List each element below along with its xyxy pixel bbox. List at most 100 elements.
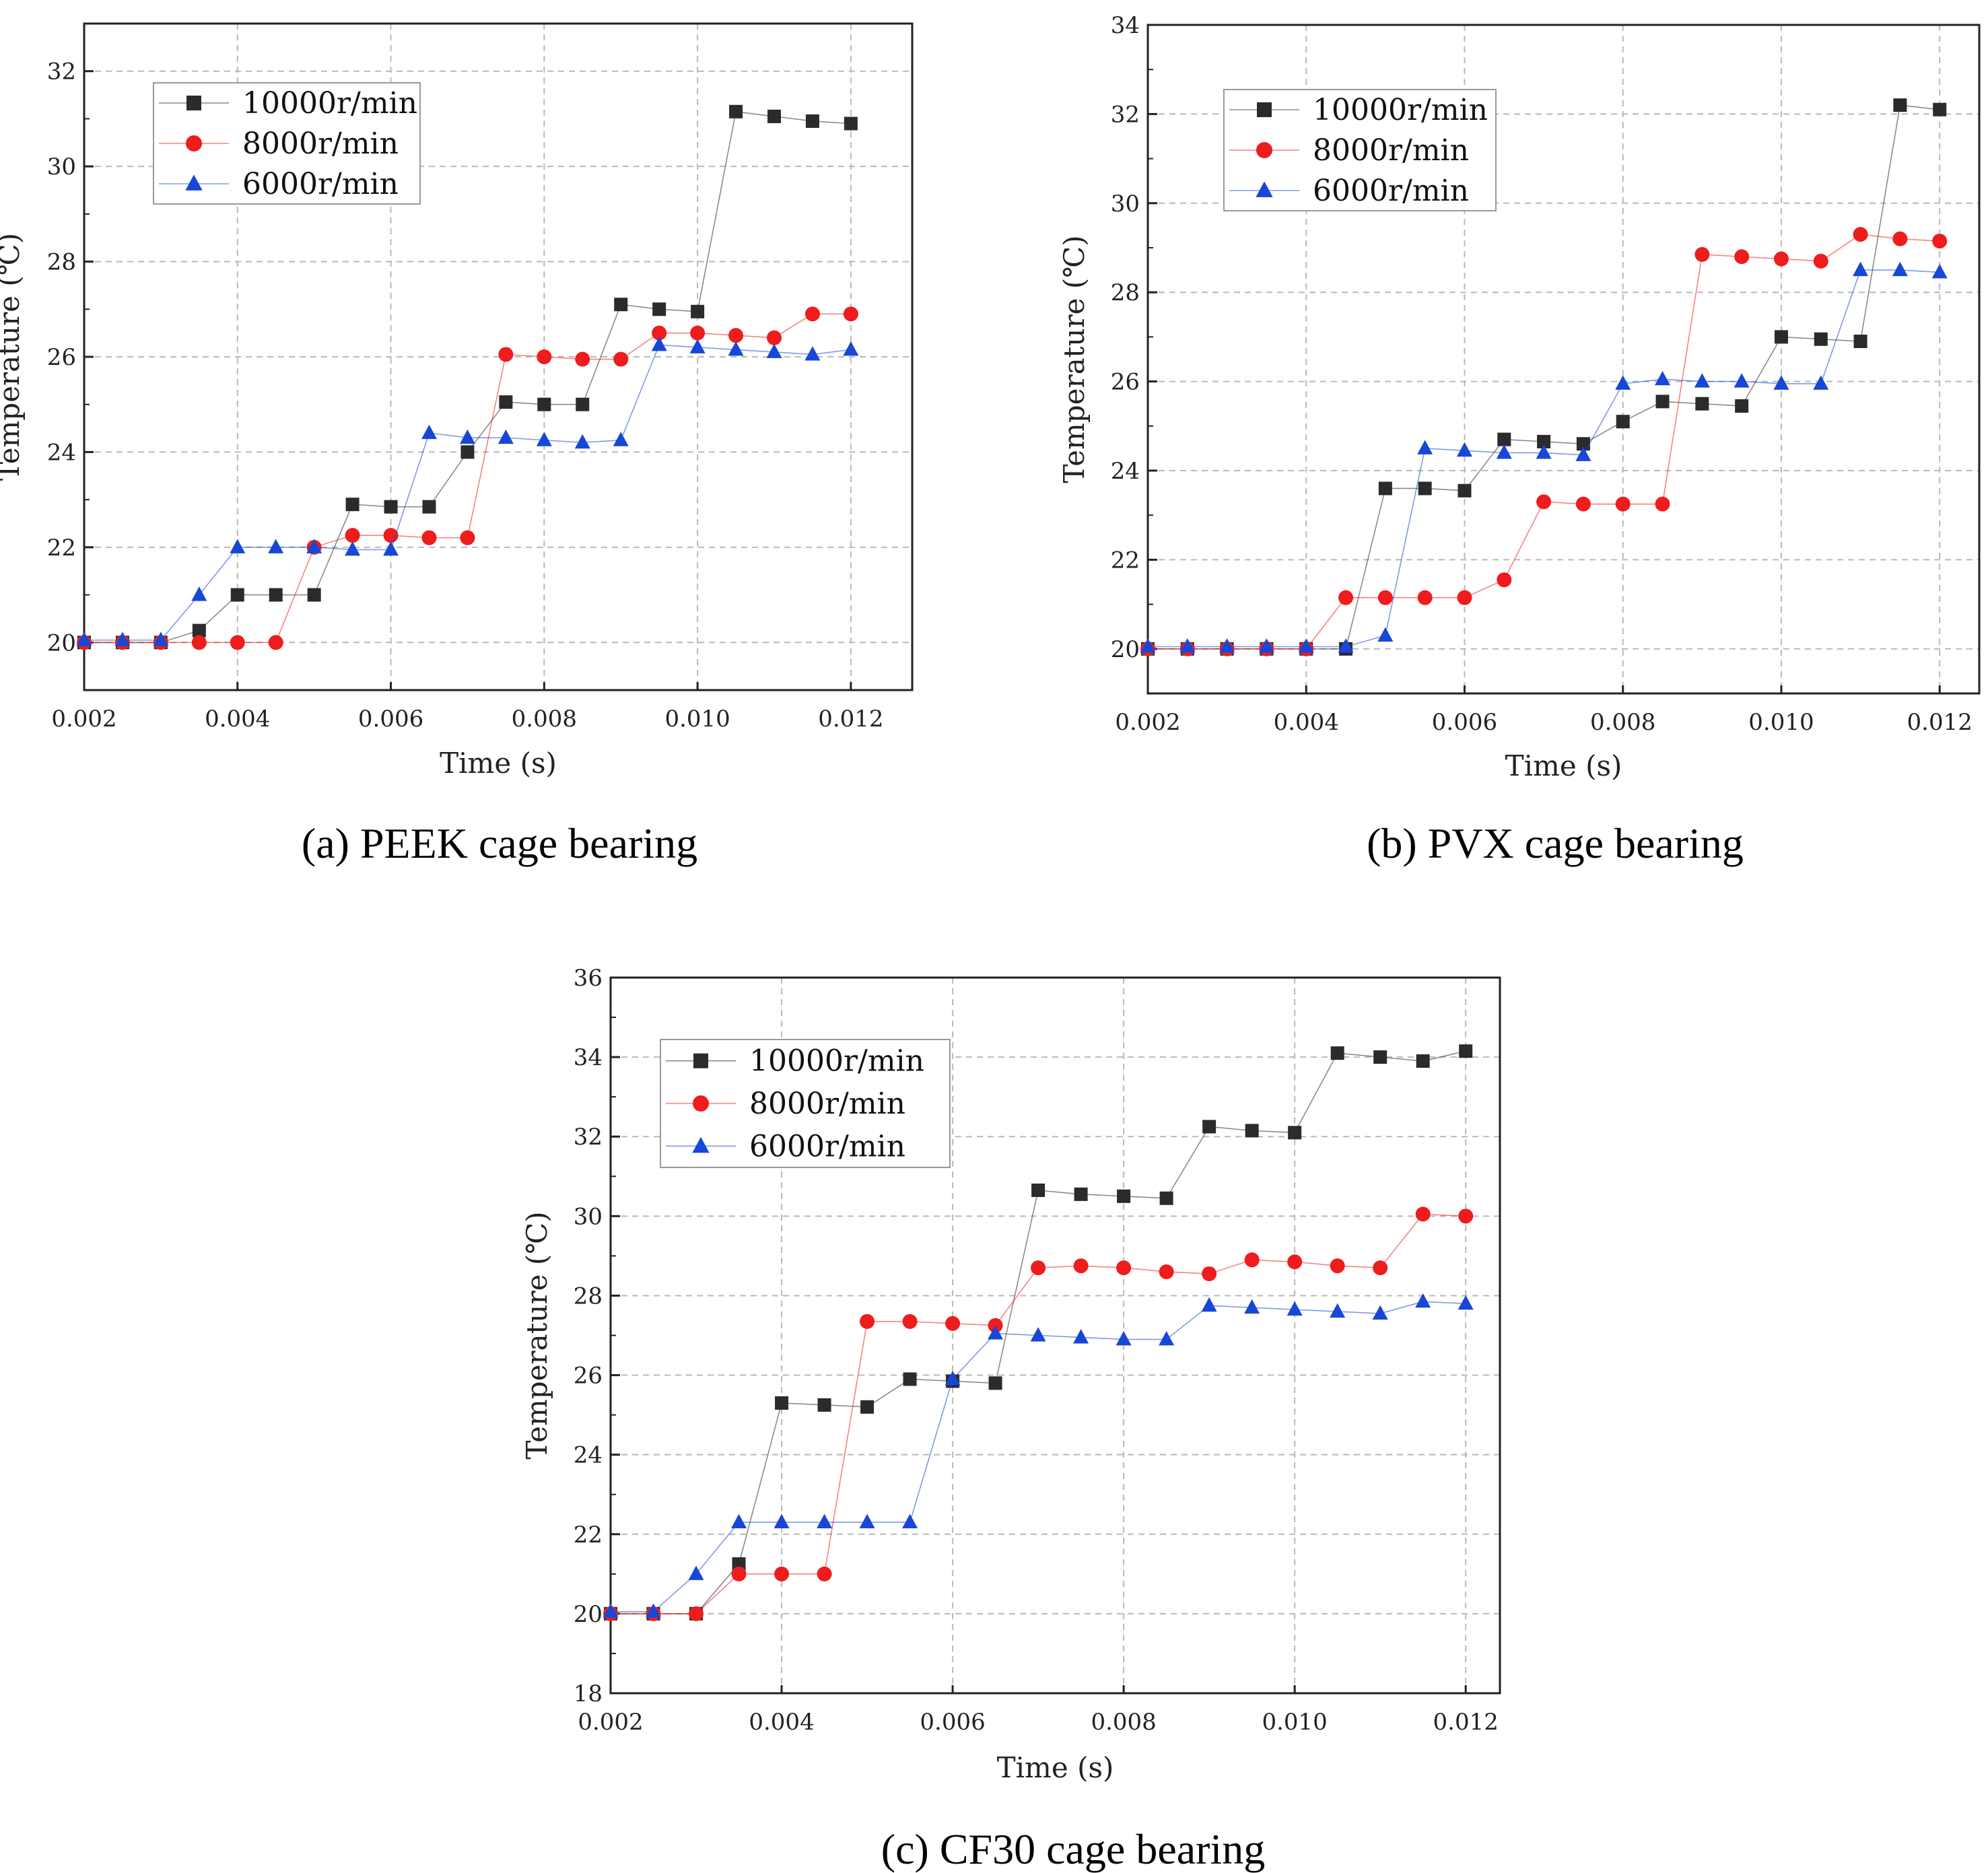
data-point [536,432,552,446]
data-point [1458,1208,1474,1224]
y-tick-label: 34 [574,1044,603,1071]
data-point [1813,375,1829,390]
legend-marker [185,174,203,191]
data-point [1179,638,1196,653]
legend-label: 6000r/min [1313,174,1469,208]
data-point [1616,415,1630,429]
data-point [1373,1050,1387,1064]
data-point [860,1314,875,1329]
data-point [1287,1254,1303,1270]
data-point [268,539,284,553]
data-point [1931,264,1948,279]
data-point [843,306,858,322]
data-point [191,635,207,650]
y-tick-label: 24 [1111,458,1140,485]
data-point [1417,440,1433,454]
data-point [804,306,820,322]
data-point [817,1513,833,1529]
data-point [903,1372,917,1386]
y-tick-label: 20 [1111,636,1140,663]
data-point [1202,1266,1217,1281]
data-point [230,539,246,553]
data-point [1615,375,1631,390]
data-point [268,635,283,650]
data-point [1694,246,1710,262]
legend-label: 8000r/min [1313,133,1469,168]
data-point [1575,496,1591,512]
x-tick-label: 0.008 [1091,1709,1156,1736]
data-point [498,347,514,362]
data-point [1338,638,1354,653]
x-tick-label: 0.010 [1262,1709,1327,1736]
data-point [1853,261,1869,277]
data-point [575,351,590,367]
data-point [1202,1120,1216,1134]
data-point [1892,231,1908,246]
data-point [1892,261,1908,277]
data-point [1417,590,1433,605]
data-point [1415,1293,1431,1308]
x-tick-label: 0.006 [358,706,423,733]
y-tick-label: 30 [47,154,76,180]
data-point [1932,234,1948,249]
data-point [1813,253,1828,269]
data-point [652,325,667,341]
data-point [114,632,131,646]
data-point [646,1603,662,1618]
data-point [421,424,437,440]
data-point [859,1513,875,1529]
data-point [1330,1046,1344,1060]
data-point [1459,1044,1473,1058]
y-tick-label: 28 [1111,279,1140,306]
data-point [192,623,206,638]
data-point [1244,1299,1260,1314]
data-point [76,632,92,646]
y-tick-label: 26 [1111,369,1140,396]
x-axis-title: Time (s) [440,747,557,780]
legend-marker [1256,181,1273,197]
data-point [1330,1303,1346,1318]
y-tick-label: 22 [47,535,76,561]
data-point [1416,1054,1430,1068]
data-point [384,500,398,514]
data-point [230,635,245,650]
legend-marker [693,1053,708,1068]
legend-label: 6000r/min [749,1129,905,1163]
data-point [153,632,169,646]
data-point [689,339,706,353]
data-point [767,330,782,345]
data-point [804,346,821,361]
x-tick-label: 0.012 [1433,1709,1499,1736]
x-tick-label: 0.012 [1907,709,1973,736]
data-point [191,586,207,601]
data-point [1338,590,1354,605]
data-point [1458,483,1472,498]
data-point [1159,1331,1175,1346]
data-point [691,304,705,318]
legend-marker [693,1095,709,1112]
y-tick-label: 20 [574,1601,603,1628]
data-point [383,541,399,556]
legend-label: 10000r/min [242,86,417,121]
x-tick-label: 0.008 [512,706,577,733]
x-tick-label: 0.006 [920,1709,985,1736]
data-point [1116,1260,1132,1276]
data-point [230,588,244,602]
x-tick-label: 0.002 [51,706,116,733]
legend-marker [1256,142,1272,158]
data-point [689,1606,704,1621]
data-point [1245,1124,1259,1138]
data-point [1116,1331,1132,1346]
data-point [1734,249,1750,265]
data-point [460,530,475,545]
data-point [537,349,552,364]
data-point [1219,638,1235,653]
data-point [345,528,360,543]
data-point [690,325,706,341]
data-point [537,397,551,411]
data-point [306,539,322,553]
y-axis-title: Temperature (℃) [1058,235,1091,483]
data-point [1774,330,1788,344]
data-point [843,341,859,356]
data-point [1074,1187,1088,1201]
